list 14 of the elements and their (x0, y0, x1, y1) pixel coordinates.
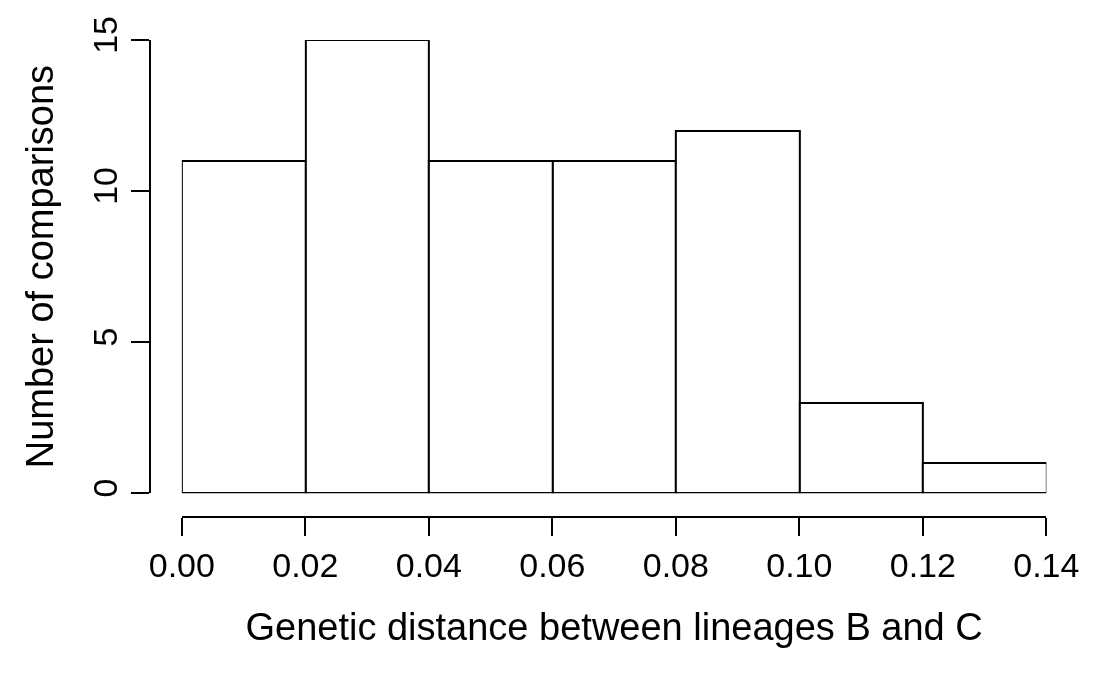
x-axis-title: Genetic distance between lineages B and C (245, 606, 983, 649)
y-tick-label: 10 (86, 167, 125, 205)
y-tick-label: 5 (86, 327, 125, 347)
x-tick-label: 0.10 (766, 545, 833, 584)
y-tick-label: 0 (86, 478, 125, 498)
x-tick-label: 0.08 (642, 545, 709, 584)
x-tick-label: 0.12 (889, 545, 956, 584)
x-tick-label: 0.14 (1013, 545, 1080, 584)
y-tick-label: 15 (86, 15, 125, 54)
x-tick-label: 0.04 (395, 545, 462, 584)
x-tick-label: 0.06 (519, 545, 586, 584)
y-axis-title: Number of comparisons (19, 64, 62, 469)
x-tick-label: 0.02 (272, 545, 339, 584)
x-tick-label: 0.00 (148, 545, 215, 584)
